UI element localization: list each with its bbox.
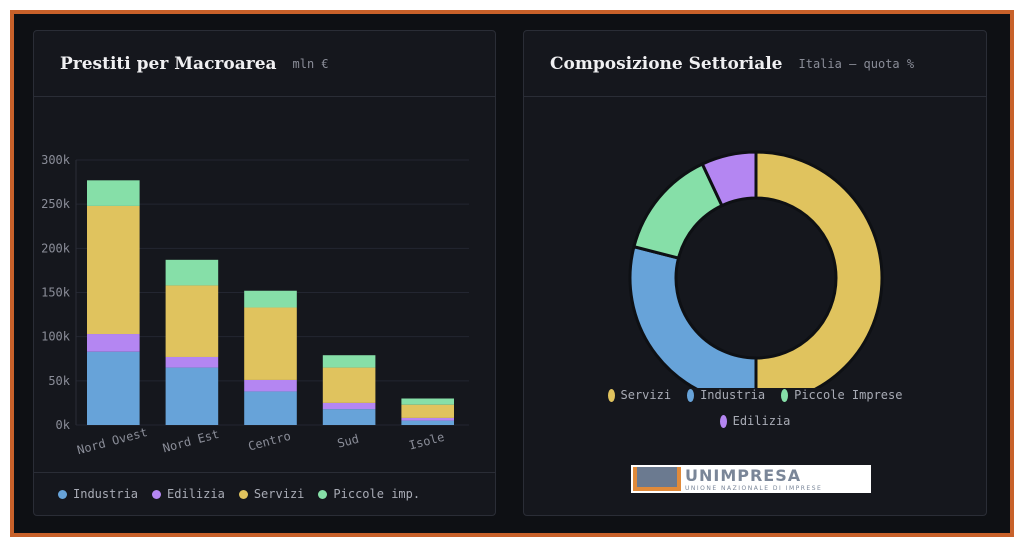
y-tick-label: 150k	[41, 286, 71, 300]
legend-item[interactable]: Servizi	[238, 487, 305, 501]
legend-swatch	[781, 388, 789, 402]
legend-swatch	[152, 489, 162, 499]
legend-swatch	[238, 489, 248, 499]
legend-label: Industria	[73, 487, 139, 501]
bar-segment-servizi	[401, 404, 454, 418]
bar-segment-edilizia	[165, 356, 219, 368]
donut-slice-industria	[628, 244, 758, 388]
bar-segment-edilizia	[401, 417, 454, 421]
loans-by-macroarea-panel: Prestiti per Macroarea mln € 0k 50k 100k 150…	[33, 30, 496, 516]
donut-legend: Servizi Industria Piccole Imprese Edilizia	[524, 387, 986, 429]
legend-item[interactable]: Edilizia	[719, 413, 791, 429]
bar-segment-servizi	[322, 367, 376, 403]
frame: Prestiti per Macroarea mln € 0k 50k 100k 150…	[10, 10, 1014, 537]
donut-slice-servizi	[754, 150, 884, 388]
sector-composition-panel: Composizione Settoriale Italia — quota % …	[523, 30, 987, 516]
donut-chart	[628, 150, 884, 388]
legend-label: Edilizia	[167, 487, 225, 501]
legend-label: Servizi	[253, 487, 305, 501]
bar-segment-industria	[165, 367, 219, 425]
legend-swatch	[719, 414, 727, 428]
y-tick-label: 0k	[56, 418, 71, 432]
y-tick-label: 250k	[41, 197, 71, 211]
y-tick-label: 100k	[41, 330, 71, 344]
legend-label: Servizi	[620, 388, 672, 402]
legend-item[interactable]: Servizi	[607, 387, 672, 403]
bar-segment-industria	[401, 420, 454, 425]
panel-title: Composizione Settoriale	[550, 53, 783, 74]
panel-subtitle: mln €	[292, 56, 329, 71]
y-tick-label: 300k	[41, 153, 71, 167]
x-tick-label: Sud	[336, 432, 361, 451]
bar-legend: Industria Edilizia Servizi Piccole imp.	[34, 472, 495, 515]
donut-slice-edilizia	[700, 150, 758, 208]
x-tick-label: Centro	[247, 429, 293, 454]
panel-subtitle: Italia — quota %	[798, 56, 915, 71]
bar-segment-industria	[87, 351, 140, 425]
bar-segment-piccole-imp-	[87, 180, 140, 206]
bar-segment-servizi	[87, 205, 140, 335]
y-tick-label: 50k	[48, 374, 70, 388]
bar-segment-edilizia	[87, 334, 140, 352]
stacked-bar-chart: 0k 50k 100k 150k 200k 250k 300k Nord Ovest Nord …	[41, 153, 469, 457]
legend-label: Piccole imp.	[333, 487, 421, 501]
legend-item[interactable]: Industria	[58, 487, 138, 501]
legend-item[interactable]: Piccole Imprese	[781, 387, 902, 403]
legend-swatch	[58, 489, 67, 499]
legend-label: Piccole Imprese	[794, 388, 903, 402]
bar-segment-piccole-imp-	[322, 355, 376, 368]
bar-segment-servizi	[244, 307, 297, 380]
bar-segment-piccole-imp-	[401, 398, 454, 405]
legend-swatch	[318, 489, 328, 499]
legend-item[interactable]: Industria	[687, 387, 765, 403]
x-tick-label: Nord Est	[161, 427, 220, 455]
unimpresa-logo: UNIMPRESA UNIONE NAZIONALE DI IMPRESE	[631, 465, 871, 493]
y-tick-label: 200k	[41, 241, 71, 255]
bar-segment-piccole-imp-	[244, 290, 297, 308]
legend-swatch	[687, 388, 695, 402]
bar-segment-edilizia	[244, 379, 297, 392]
legend-swatch	[607, 388, 615, 402]
bar-segment-servizi	[165, 285, 219, 357]
bar-segment-piccole-imp-	[165, 259, 219, 286]
legend-label: Industria	[700, 388, 766, 402]
legend-item[interactable]: Edilizia	[152, 487, 225, 501]
bar-segment-industria	[244, 391, 297, 425]
legend-item[interactable]: Piccole imp.	[318, 487, 420, 501]
bar-segment-industria	[322, 409, 376, 425]
x-tick-label: Nord Ovest	[76, 425, 149, 457]
x-tick-label: Isole	[407, 430, 446, 453]
legend-label: Edilizia	[732, 414, 791, 428]
panel-title: Prestiti per Macroarea	[60, 53, 277, 74]
bar-segment-edilizia	[322, 402, 376, 410]
